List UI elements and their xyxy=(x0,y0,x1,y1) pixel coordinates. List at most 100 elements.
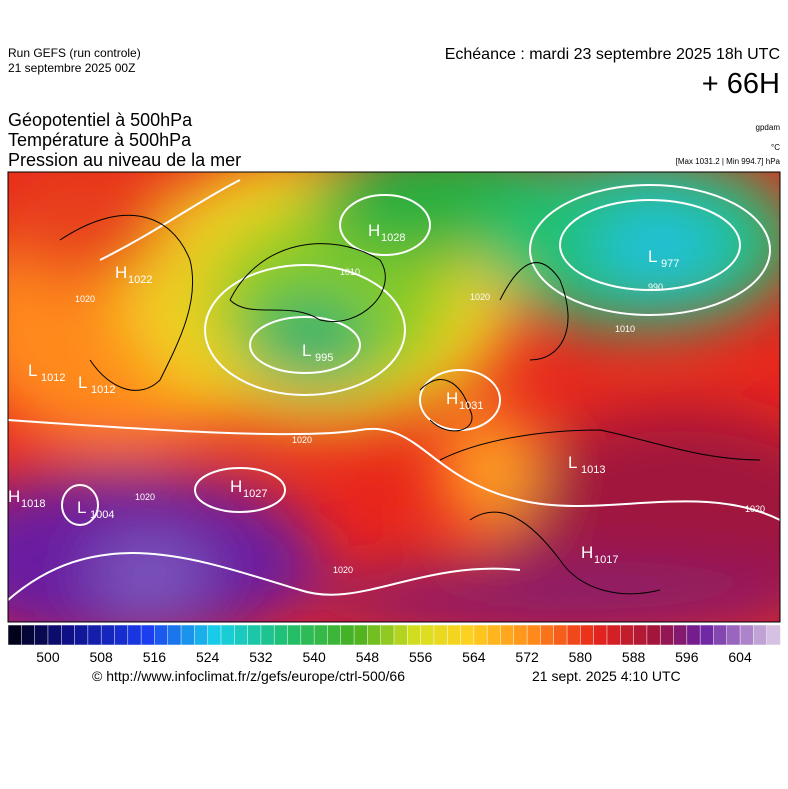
isobar-label: 1020 xyxy=(333,565,353,575)
isobars xyxy=(8,179,780,601)
colorbar-cell xyxy=(393,624,409,646)
colorbar-cell xyxy=(420,624,435,646)
pressure-value: 1022 xyxy=(128,274,152,286)
colorbar-cell xyxy=(220,624,236,646)
pressure-letter: L xyxy=(302,341,311,360)
pressure-value: 1004 xyxy=(90,509,114,521)
isobar-label: 1020 xyxy=(745,504,765,514)
title-geopotential: Géopotentiel à 500hPa xyxy=(8,110,193,130)
colorbar-cell xyxy=(513,624,528,646)
colorbar-cell xyxy=(753,624,768,646)
colorbar-cell xyxy=(154,624,169,646)
colorbar-cell xyxy=(407,624,422,646)
isobar-label: 1010 xyxy=(615,324,635,334)
run-label: Run GEFS (run controle) xyxy=(8,46,141,60)
colorbar-cell xyxy=(7,624,23,646)
run-date: 21 septembre 2025 00Z xyxy=(8,61,136,75)
footer-date: 21 sept. 2025 4:10 UTC xyxy=(532,668,681,684)
colorbar-cell xyxy=(300,624,315,646)
colorbar-cell xyxy=(433,624,448,646)
colorbar-cell xyxy=(580,624,595,646)
colorbar-cell xyxy=(34,624,49,646)
colorbar-cell xyxy=(566,624,582,646)
colorbar-cell xyxy=(353,624,369,646)
echeance: Echéance : mardi 23 septembre 2025 18h U… xyxy=(444,46,780,63)
colorbar-cell xyxy=(194,624,209,646)
colorbar-cell xyxy=(606,624,622,646)
pressure-value: 995 xyxy=(315,352,333,364)
pressure-value: 1012 xyxy=(91,384,115,396)
colorbar-tick-label: 532 xyxy=(249,649,273,665)
pressure-value: 1028 xyxy=(381,232,405,244)
colorbar-cell xyxy=(593,624,608,646)
colorbar-cell xyxy=(327,624,342,646)
colorbar-cell xyxy=(287,624,302,646)
unit-temp: °C xyxy=(771,143,780,152)
colorbar-tick-label: 556 xyxy=(409,649,433,665)
title-pressure: Pression au niveau de la mer xyxy=(8,150,242,170)
isobar-label: 990 xyxy=(648,282,663,292)
colorbar-tick-label: 596 xyxy=(675,649,699,665)
pressure-letter: H xyxy=(368,221,380,240)
colorbar-cell xyxy=(273,624,289,646)
pressure-letter: H xyxy=(446,389,458,408)
pressure-value: 1012 xyxy=(41,372,65,384)
colorbar-tick-label: 564 xyxy=(462,649,486,665)
colorbar-cell xyxy=(234,624,249,646)
colorbar-tick-label: 548 xyxy=(356,649,380,665)
colorbar-cell xyxy=(460,624,475,646)
pressure-letter: L xyxy=(648,247,657,266)
footer-url: © http://www.infoclimat.fr/z/gefs/europe… xyxy=(92,668,406,684)
pressure-value: 977 xyxy=(661,258,679,270)
colorbar-tick-label: 588 xyxy=(622,649,646,665)
colorbar-tick-label: 572 xyxy=(515,649,539,665)
colorbar-cell xyxy=(114,624,129,646)
colorbar-cell xyxy=(446,624,462,646)
colorbar-tick-label: 516 xyxy=(143,649,167,665)
colorbar-cell xyxy=(207,624,222,646)
colorbar-tick-label: 500 xyxy=(36,649,60,665)
colorbar-cell xyxy=(340,624,355,646)
colorbar-cell xyxy=(686,624,701,646)
colorbar-tick-label: 580 xyxy=(569,649,593,665)
colorbar-cell xyxy=(21,624,36,646)
colorbar-cell xyxy=(87,624,102,646)
pressure-letter: L xyxy=(78,373,87,392)
pressure-letter: L xyxy=(568,453,577,472)
colorbar-cell xyxy=(486,624,502,646)
colorbar-cell xyxy=(500,624,515,646)
pressure-letter: H xyxy=(581,543,593,562)
colorbar-cell xyxy=(100,624,116,646)
colorbar-cell xyxy=(127,624,142,646)
pressure-value: 1017 xyxy=(594,554,618,566)
colorbar-cell xyxy=(247,624,262,646)
colorbar-cell xyxy=(60,624,76,646)
isobar-label: 1020 xyxy=(292,435,312,445)
isobar-label: 1020 xyxy=(470,292,490,302)
colorbar-tick-label: 604 xyxy=(728,649,752,665)
colorbar-cell xyxy=(313,624,329,646)
temperature-field xyxy=(8,172,780,622)
isobar-label: 1020 xyxy=(75,294,95,304)
colorbar-tick-label: 524 xyxy=(196,649,220,665)
colorbar-cell xyxy=(726,624,741,646)
colorbar-cell xyxy=(526,624,542,646)
pressure-letter: H xyxy=(8,487,20,506)
colorbar-cell xyxy=(553,624,568,646)
colorbar-tick-label: 540 xyxy=(302,649,326,665)
unit-geo: gpdam xyxy=(755,123,780,132)
pressure-letter: H xyxy=(115,263,127,282)
map-frame xyxy=(7,171,781,623)
colorbar-cell xyxy=(646,624,661,646)
pressure-value: 1031 xyxy=(459,400,483,412)
pressure-letter: L xyxy=(77,498,86,517)
colorbar-cell xyxy=(260,624,275,646)
isobar-label: 1020 xyxy=(135,492,155,502)
colorbar-cell xyxy=(699,624,715,646)
colorbar-cell xyxy=(473,624,488,646)
colorbar-tick-label: 508 xyxy=(89,649,113,665)
colorbar-cell xyxy=(180,624,196,646)
colorbar-cell xyxy=(367,624,382,646)
